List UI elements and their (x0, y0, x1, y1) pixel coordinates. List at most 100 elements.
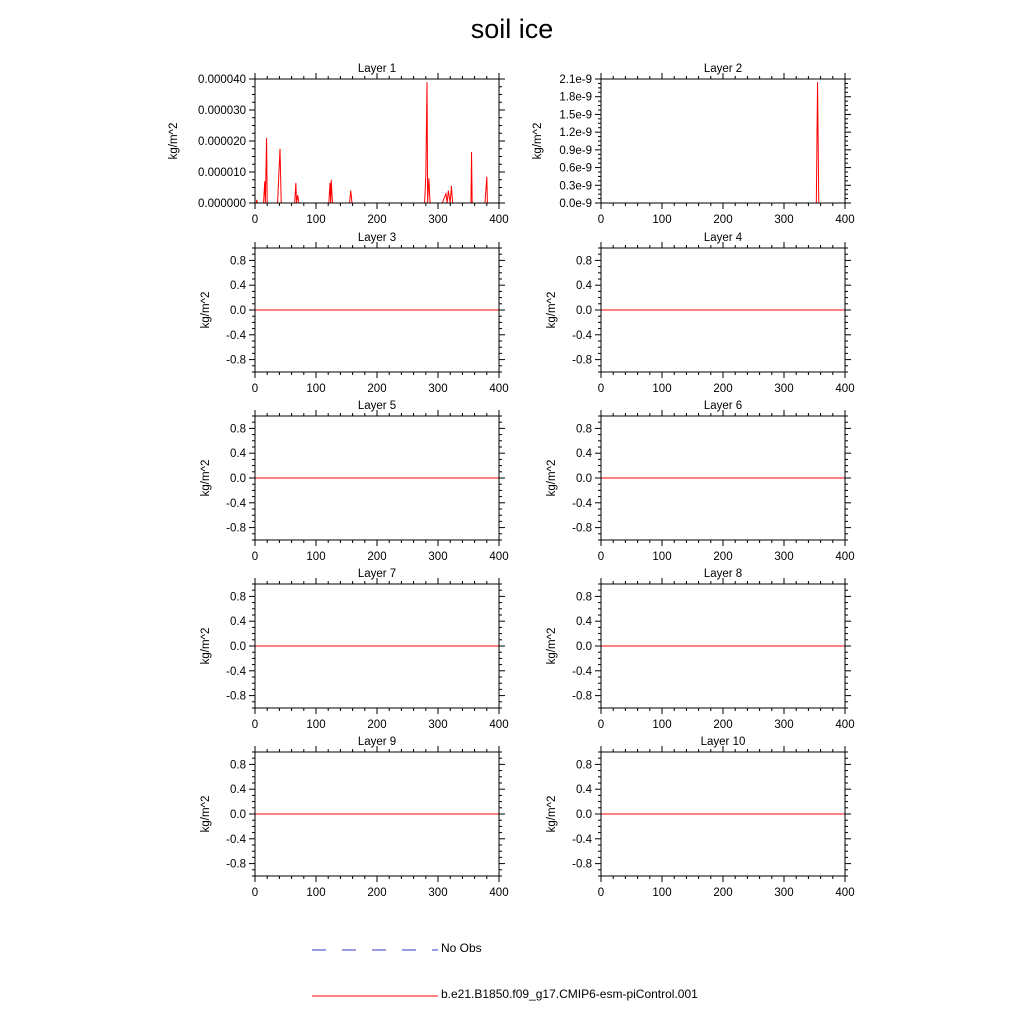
x-tick-label: 200 (367, 887, 386, 899)
x-tick-label: 100 (652, 887, 671, 899)
y-tick-label: 0.4 (230, 448, 247, 460)
x-tick-label: 400 (489, 551, 508, 563)
x-tick-label: 0 (598, 551, 604, 563)
legend-label: b.e21.B1850.f09_g17.CMIP6-esm-piControl.… (441, 987, 698, 1001)
y-tick-label: 0.8 (576, 759, 592, 771)
plot-frame (600, 247, 846, 373)
y-tick-label: 0.8 (576, 423, 592, 435)
y-tick-label: 1.2e-9 (559, 127, 592, 139)
panel-layer-6: Layer 6 kg/m^2 0 100 200 300 400 -0.8 -0.4 0.0 0.4… (546, 400, 855, 563)
x-tick-label: 0 (598, 887, 604, 899)
x-tick-label: 100 (306, 214, 325, 226)
x-tick-label: 0 (252, 214, 258, 226)
panel-layer-3: Layer 3 kg/m^2 0 100 200 300 400 -0.8 -0.4 0.0 0.4… (200, 232, 509, 395)
y-tick-label: 0.8 (230, 759, 246, 771)
panel-title: Layer 6 (704, 400, 742, 412)
x-tick-label: 200 (713, 383, 732, 395)
x-tick-label: 300 (774, 887, 793, 899)
y-axis-label: kg/m^2 (546, 292, 558, 329)
panel-title: Layer 3 (358, 232, 396, 244)
y-tick-label: -0.8 (572, 355, 592, 367)
x-tick-label: 0 (252, 383, 258, 395)
y-tick-label: 2.1e-9 (559, 74, 592, 86)
y-tick-label: 0.000000 (198, 198, 246, 210)
x-tick-label: 100 (306, 383, 325, 395)
plot-frame (254, 415, 500, 541)
x-tick-label: 400 (489, 383, 508, 395)
x-tick-label: 200 (713, 214, 732, 226)
x-tick-label: 300 (774, 551, 793, 563)
y-tick-label: 0.0 (230, 473, 246, 485)
panel-layer-1: Layer 1 kg/m^2 0 100 200 300 400 0.000000 0.0000… (168, 63, 509, 226)
x-tick-label: 200 (367, 719, 386, 731)
y-tick-label: -0.4 (572, 330, 592, 342)
x-tick-label: 300 (428, 719, 447, 731)
panel-layer-5: Layer 5 kg/m^2 0 100 200 300 400 -0.8 -0.4 0.0 0.4… (200, 400, 509, 563)
x-tick-label: 300 (428, 551, 447, 563)
y-axis-label: kg/m^2 (200, 460, 212, 497)
panel-layer-4: Layer 4 kg/m^2 0 100 200 300 400 -0.8 -0.4 0.0 0.4… (546, 232, 855, 395)
x-tick-label: 100 (652, 383, 671, 395)
x-tick-label: 200 (367, 383, 386, 395)
y-axis-label: kg/m^2 (200, 292, 212, 329)
series-line-model (255, 82, 499, 204)
y-tick-label: 0.000020 (198, 136, 246, 148)
x-tick-label: 100 (306, 887, 325, 899)
y-axis-label: kg/m^2 (546, 460, 558, 497)
legend-item-model: b.e21.B1850.f09_g17.CMIP6-esm-piControl.… (310, 984, 870, 1008)
x-tick-label: 0 (252, 887, 258, 899)
x-tick-label: 100 (652, 214, 671, 226)
x-tick-label: 300 (428, 887, 447, 899)
y-tick-label: 0.3e-9 (559, 180, 592, 192)
x-tick-label: 300 (428, 214, 447, 226)
plot-frame (254, 78, 500, 204)
x-tick-label: 400 (835, 887, 854, 899)
legend-swatch-dashed (312, 949, 438, 951)
y-tick-label: -0.8 (226, 691, 246, 703)
plot-frame (600, 583, 846, 709)
y-tick-label: 0.0 (230, 809, 246, 821)
plot-frame (600, 78, 846, 204)
x-tick-label: 0 (598, 214, 604, 226)
x-tick-label: 0 (598, 719, 604, 731)
panel-title: Layer 9 (358, 736, 396, 748)
figure-title: soil ice (470, 14, 554, 44)
y-tick-label: 0.0e-9 (559, 198, 592, 210)
x-tick-label: 400 (835, 214, 854, 226)
legend-label: No Obs (441, 941, 482, 955)
y-tick-label: -0.8 (572, 691, 592, 703)
y-tick-label: 0.4 (230, 280, 247, 292)
panel-title: Layer 10 (701, 736, 746, 748)
x-tick-label: 100 (306, 551, 325, 563)
panel-title: Layer 7 (358, 568, 396, 580)
x-tick-label: 100 (652, 719, 671, 731)
y-axis-label: kg/m^2 (200, 628, 212, 665)
y-tick-label: 0.4 (230, 784, 247, 796)
y-tick-label: -0.4 (226, 834, 246, 846)
x-tick-label: 0 (252, 551, 258, 563)
y-tick-label: 0.4 (576, 448, 593, 460)
panel-layer-8: Layer 8 kg/m^2 0 100 200 300 400 -0.8 -0.4 0.0 0.4… (546, 568, 855, 731)
y-axis-label: kg/m^2 (168, 123, 180, 160)
y-tick-label: 0.4 (230, 616, 247, 628)
y-tick-label: 0.0 (576, 641, 592, 653)
y-tick-label: -0.4 (226, 498, 246, 510)
y-axis-label: kg/m^2 (532, 123, 544, 160)
x-tick-label: 300 (774, 214, 793, 226)
y-tick-label: 0.0 (576, 305, 592, 317)
y-tick-label: -0.4 (226, 666, 246, 678)
x-tick-label: 100 (306, 719, 325, 731)
y-tick-label: 0.9e-9 (559, 145, 592, 157)
y-tick-label: 0.4 (576, 784, 593, 796)
y-tick-label: 0.8 (230, 255, 246, 267)
x-tick-label: 300 (774, 719, 793, 731)
x-tick-label: 200 (713, 551, 732, 563)
x-tick-label: 200 (713, 719, 732, 731)
y-tick-label: -0.4 (572, 498, 592, 510)
plot-frame (254, 247, 500, 373)
y-tick-label: 0.6e-9 (559, 163, 592, 175)
x-tick-label: 300 (428, 383, 447, 395)
y-tick-label: 0.4 (576, 280, 593, 292)
y-tick-label: -0.4 (572, 834, 592, 846)
panel-layer-2: Layer 2 kg/m^2 0 100 200 300 400 0.0e-9 0.3e-9 0.… (532, 63, 855, 226)
